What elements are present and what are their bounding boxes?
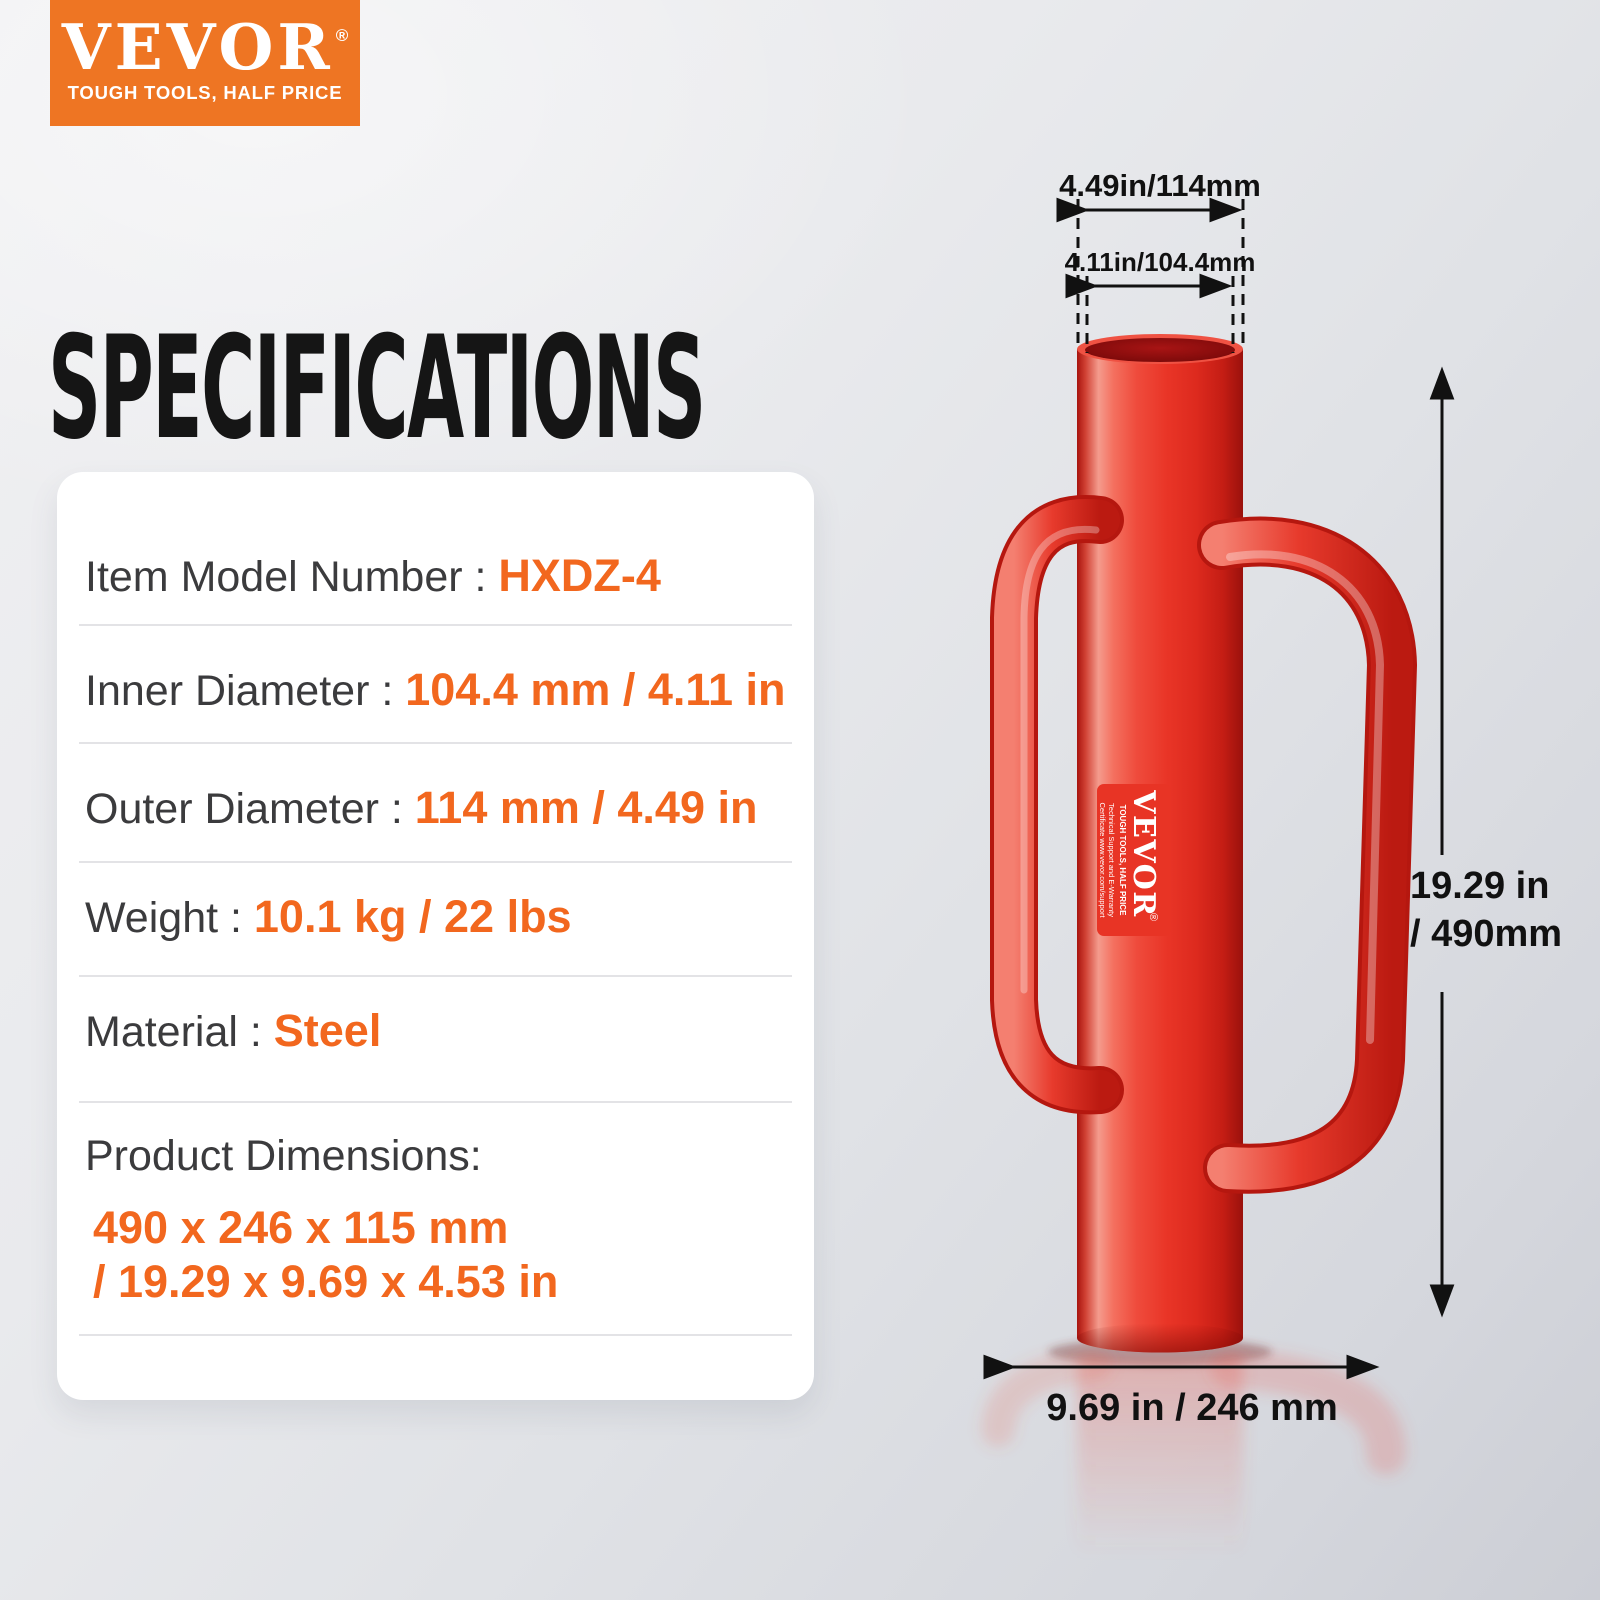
product-sticker: VEVOR ® TOUGH TOOLS, HALF PRICE Technica…: [1097, 784, 1171, 936]
brand-tagline: TOUGH TOOLS, HALF PRICE: [67, 82, 343, 104]
outer-diameter-label: 4.49in/114mm: [1059, 168, 1261, 203]
spec-label: Weight :: [85, 894, 254, 942]
sticker-support-text: Technical Support and E-Warranty: [1107, 803, 1116, 917]
tube-opening: [1077, 334, 1243, 364]
height-label-line2: / 490mm: [1410, 913, 1562, 955]
sticker-brand-text: VEVOR: [1126, 789, 1161, 917]
spec-value: HXDZ-4: [498, 550, 661, 601]
page-title: SPECIFICATIONS: [48, 306, 706, 471]
spec-row-model-number: Item Model Number : HXDZ-4: [85, 553, 661, 599]
spec-label: Material :: [85, 1008, 274, 1056]
spec-row-product-dimensions: Product Dimensions:: [85, 1135, 482, 1178]
spec-row-material: Material : Steel: [85, 1008, 381, 1054]
right-handle: [1197, 516, 1418, 1194]
divider: [79, 624, 792, 626]
width-label: 9.69 in / 246 mm: [1046, 1387, 1338, 1429]
spec-label: Inner Diameter :: [85, 667, 406, 715]
sticker-tagline: TOUGH TOOLS, HALF PRICE: [1118, 805, 1127, 916]
spec-value: 10.1 kg / 22 lbs: [253, 891, 572, 942]
dimension-annotations: [983, 197, 1455, 1380]
spec-value-dimensions-in: / 19.29 x 9.69 x 4.53 in: [93, 1256, 559, 1307]
spec-label: Product Dimensions:: [85, 1132, 482, 1180]
divider: [79, 1101, 792, 1103]
spec-value: 114 mm / 4.49 in: [414, 782, 758, 833]
spec-label: Item Model Number :: [85, 553, 499, 601]
spec-value: Steel: [273, 1005, 382, 1056]
brand-logo-text: VEVOR ®: [50, 14, 360, 80]
brand-logo: VEVOR ® TOUGH TOOLS, HALF PRICE: [50, 0, 360, 126]
sticker-certificate-text: Certificate www.vevor.com/support: [1098, 802, 1107, 918]
sticker-registered-mark: ®: [1147, 913, 1159, 921]
spec-row-inner-diameter: Inner Diameter : 104.4 mm / 4.11 in: [85, 667, 785, 713]
height-label-line1: 19.29 in: [1410, 865, 1549, 907]
spec-row-weight: Weight : 10.1 kg / 22 lbs: [85, 894, 572, 940]
registered-mark: ®: [335, 26, 349, 45]
spec-value: 104.4 mm / 4.11 in: [405, 664, 786, 715]
divider: [79, 742, 792, 744]
spec-row-outer-diameter: Outer Diameter : 114 mm / 4.49 in: [85, 785, 757, 831]
spec-card: Item Model Number : HXDZ-4 Inner Diamete…: [57, 472, 814, 1400]
spec-value-dimensions-mm: 490 x 246 x 115 mm: [93, 1202, 509, 1253]
spec-label: Outer Diameter :: [85, 785, 415, 833]
divider: [79, 861, 792, 863]
divider: [79, 1334, 792, 1336]
tube-reflection: [1077, 1356, 1243, 1556]
divider: [79, 975, 792, 977]
brand-logo-word: VEVOR: [61, 10, 334, 84]
left-handle: [990, 495, 1124, 1115]
inner-diameter-label: 4.11in/104.4mm: [1065, 247, 1256, 277]
